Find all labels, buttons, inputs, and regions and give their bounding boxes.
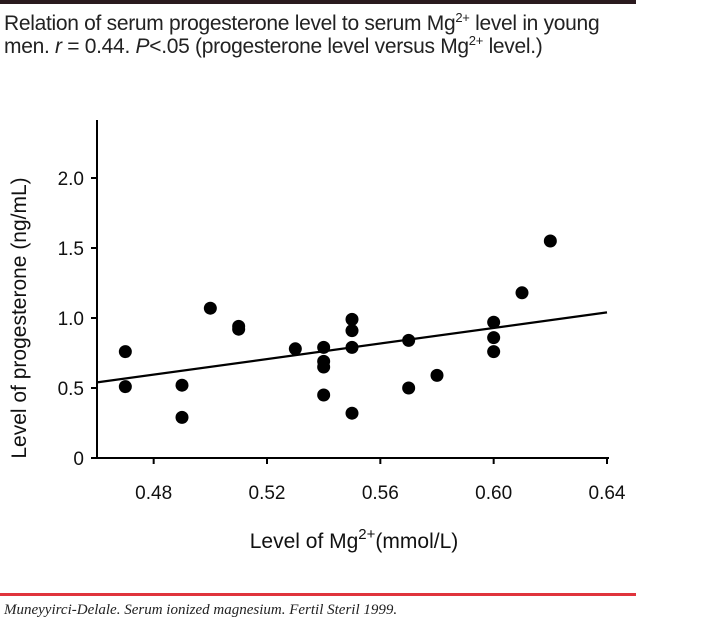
data-point [430, 368, 444, 382]
data-point [203, 301, 217, 315]
figure-caption: Relation of serum progesterone level to … [4, 10, 600, 58]
data-point [402, 381, 416, 395]
x-tick-label: 0.48 [135, 483, 172, 504]
data-point [543, 234, 557, 248]
y-tick-label: 0.5 [58, 379, 84, 400]
data-point [317, 340, 331, 354]
data-point [487, 315, 501, 329]
data-point [515, 286, 529, 300]
x-axis-label: Level of Mg2+(mmol/L) [250, 526, 459, 553]
y-tick-label: 0 [73, 449, 84, 470]
y-tick-label: 2.0 [58, 169, 84, 190]
x-tick-label: 0.52 [249, 483, 286, 504]
top-rule [0, 0, 636, 4]
y-axis-label: Level of progesterone (ng/mL) [8, 177, 31, 458]
x-tick-label: 0.60 [475, 483, 512, 504]
data-point [232, 322, 246, 336]
footer-rule [0, 593, 636, 596]
data-point [288, 342, 302, 356]
y-tick-label: 1.0 [58, 309, 84, 330]
data-point [175, 378, 189, 392]
data-point [175, 410, 189, 424]
data-point [487, 345, 501, 359]
y-tick-label: 1.5 [58, 239, 84, 260]
data-point [317, 388, 331, 402]
data-point [487, 331, 501, 345]
source-citation: Muneyyirci-Delale. Serum ionized magnesi… [4, 602, 398, 618]
data-point [118, 345, 132, 359]
data-point [345, 312, 359, 326]
x-tick-label: 0.56 [362, 483, 399, 504]
x-tick-label: 0.64 [589, 483, 626, 504]
data-point [118, 380, 132, 394]
data-point [345, 324, 359, 338]
data-point [402, 333, 416, 347]
data-point [317, 360, 331, 374]
data-point [345, 406, 359, 420]
data-point [345, 340, 359, 354]
